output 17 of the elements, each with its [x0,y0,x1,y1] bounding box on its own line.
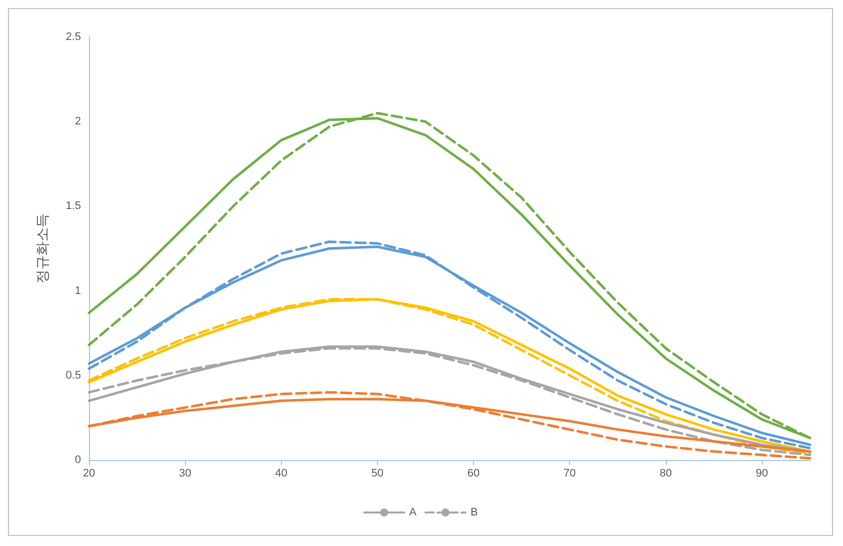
x-tick-label: 30 [179,468,192,480]
x-tick-label: 40 [275,468,288,480]
legend-label: B [470,506,478,518]
y-tick-label: 1 [74,284,81,297]
legend-label: A [409,506,418,518]
x-tick-label: 90 [756,468,768,480]
y-axis-title: 정규화소득 [34,214,50,284]
x-tick-label: 60 [467,468,480,480]
x-tick-label: 80 [660,468,672,480]
x-tick-label: 20 [82,468,96,480]
x-tick-label: 50 [371,468,384,480]
y-tick-label: 0 [74,454,81,466]
y-tick-label: 1.5 [66,200,81,212]
x-tick-label: 70 [564,468,576,480]
y-tick-label: 2 [74,116,81,128]
y-tick-label: 2.5 [66,31,81,43]
y-tick-label: 0.5 [66,369,81,382]
